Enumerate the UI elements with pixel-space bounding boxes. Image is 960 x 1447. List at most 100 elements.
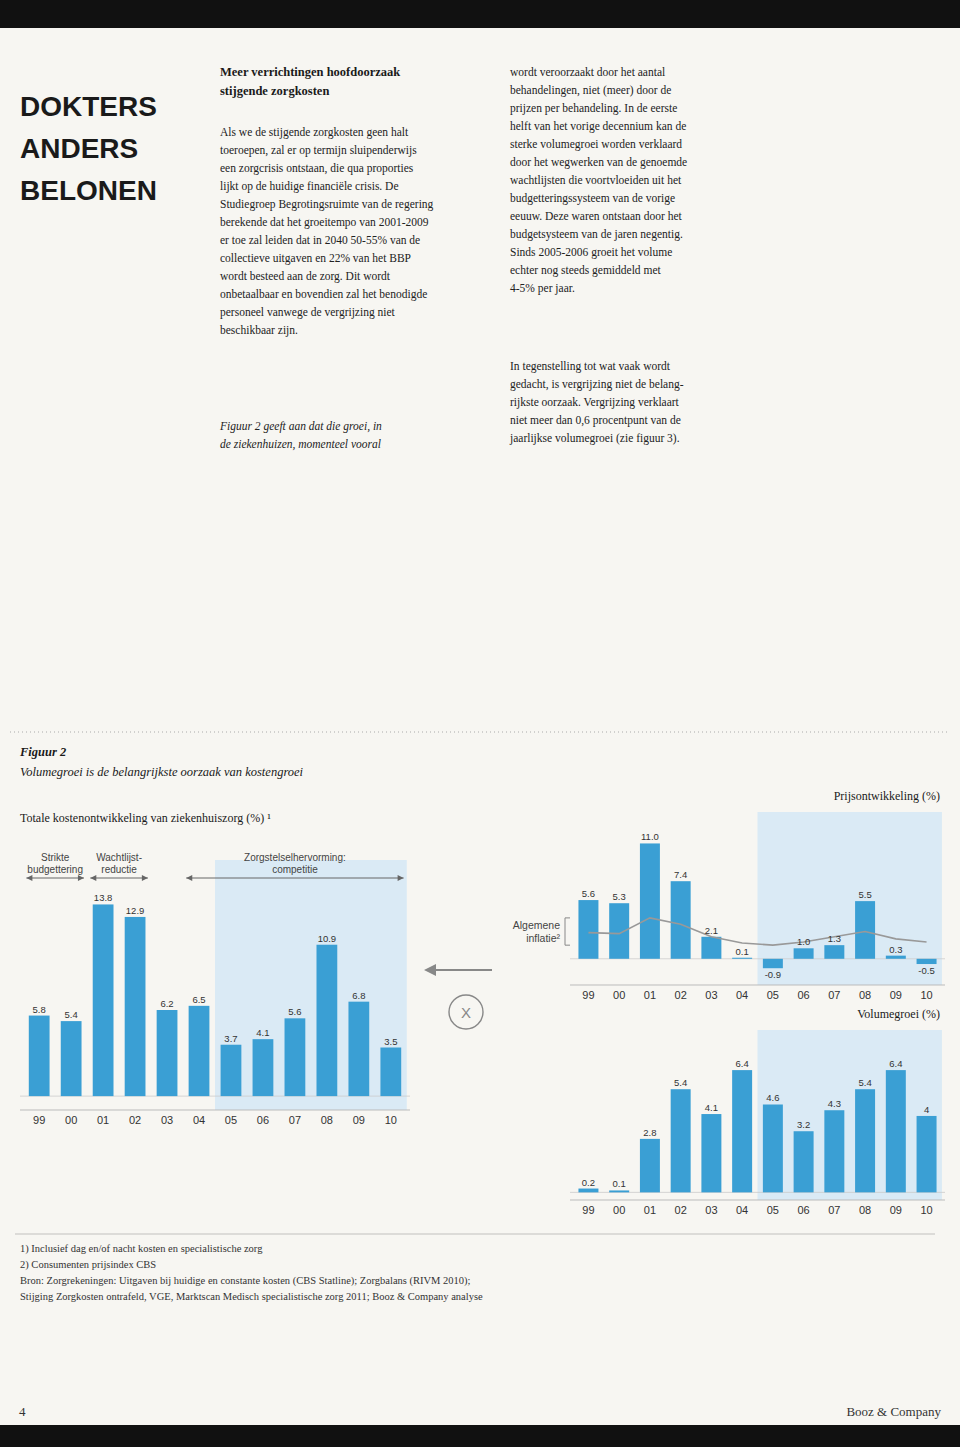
paragraph-line: budgetteringssysteem van de vorige <box>510 192 675 205</box>
paragraph-line: Sinds 2005-2006 groeit het volume <box>510 246 672 259</box>
paragraph-line: echter nog steeds gemiddeld met <box>510 264 662 277</box>
data-label: 13.8 <box>94 892 113 903</box>
bracket-line <box>565 917 570 918</box>
bracket-arrowhead <box>398 875 404 881</box>
data-label: 6.2 <box>160 998 173 1009</box>
series-label: Algemeneinflatie² <box>513 919 561 944</box>
paragraph-line: rijkste oorzaak. Vergrijzing verklaart <box>510 396 680 409</box>
data-label: 6.4 <box>889 1058 902 1069</box>
annotation: Striktebudgettering <box>27 852 83 875</box>
data-label: 6.8 <box>352 990 365 1001</box>
bar <box>253 1039 274 1096</box>
x-tick-label: 03 <box>705 1204 717 1216</box>
arrow-shaft <box>432 969 492 971</box>
bar <box>701 937 721 959</box>
paragraph-line: helft van het vorige decennium kan de <box>510 120 686 133</box>
bracket-line <box>565 945 570 946</box>
data-label: 5.4 <box>858 1077 871 1088</box>
data-label: 5.4 <box>65 1009 78 1020</box>
data-label: 5.4 <box>674 1077 687 1088</box>
bar <box>640 1139 660 1192</box>
x-tick-label: 05 <box>767 989 779 1001</box>
bar <box>763 1104 783 1192</box>
data-label: 2.1 <box>705 925 718 936</box>
paragraph-line: personeel vanwege de vergrijzing niet <box>220 306 396 319</box>
x-tick-label: 10 <box>920 989 932 1001</box>
highlight-band <box>758 1030 942 1200</box>
paragraph-line: wordt veroorzaakt door het aantal <box>510 66 665 78</box>
paragraph-line: door het wegwerken van de genoemde <box>510 156 687 169</box>
paragraph: wordt veroorzaakt door het aantalbehande… <box>510 66 687 295</box>
paragraph-line: In tegenstelling tot wat vaak wordt <box>510 360 671 373</box>
bar <box>93 904 114 1096</box>
page-title: ANDERS <box>20 133 138 164</box>
x-tick-label: 07 <box>828 989 840 1001</box>
data-label: 4.1 <box>256 1027 269 1038</box>
data-label: -0.5 <box>918 965 934 976</box>
bar <box>380 1048 401 1097</box>
bar <box>671 1089 691 1192</box>
paragraph-line: beschikbaar zijn. <box>220 324 298 337</box>
bar <box>671 881 691 959</box>
bracket-arrowhead <box>142 875 148 881</box>
data-labels: 5.65.311.07.42.10.1-0.91.01.35.50.3-0.5 <box>582 831 935 980</box>
paragraph-line: 4-5% per jaar. <box>510 282 575 295</box>
column-heading: Meer verrichtingen hoofdoorzaakstijgende… <box>220 65 400 98</box>
bar <box>732 1070 752 1192</box>
x-tick-label: 06 <box>797 1204 809 1216</box>
annotation: Zorgstelselhervorming:competitie <box>244 852 346 875</box>
x-axis <box>570 1200 945 1201</box>
bracket-arrowhead <box>186 875 192 881</box>
bar <box>125 917 146 1096</box>
footnote: 2) Consumenten prijsindex CBS <box>20 1259 156 1271</box>
data-label: 2.8 <box>643 1127 656 1138</box>
bar <box>189 1006 210 1096</box>
chart-title: Totale kostenontwikkeling van ziekenhuis… <box>20 811 271 825</box>
annotation-bracket <box>90 875 148 881</box>
paragraph: Als we de stijgende zorgkosten geen halt… <box>220 126 434 337</box>
page-background <box>0 0 960 1447</box>
data-label: 4.3 <box>828 1098 841 1109</box>
annotation-line: Zorgstelselhervorming: <box>244 852 346 863</box>
footer-company: Booz & Company <box>846 1404 941 1419</box>
column-heading-line: Meer verrichtingen hoofdoorzaak <box>220 65 400 79</box>
annotation-bracket <box>26 875 84 881</box>
x-tick-label: 01 <box>644 1204 656 1216</box>
x-tick-label: 08 <box>321 1114 333 1126</box>
bar <box>285 1018 306 1096</box>
series-label-line: inflatie² <box>526 932 560 944</box>
bar <box>640 843 660 958</box>
data-label: 3.2 <box>797 1119 810 1130</box>
symbol-circle <box>449 995 483 1029</box>
data-label: 6.4 <box>736 1058 749 1069</box>
bar <box>886 956 906 959</box>
data-label: 5.3 <box>613 891 626 902</box>
paragraph-line: Figuur 2 geeft aan dat die groei, in <box>219 420 382 433</box>
data-label: 0.1 <box>736 946 749 957</box>
x-tick-label: 00 <box>613 1204 625 1216</box>
paragraph: Figuur 2 geeft aan dat die groei, inde z… <box>219 420 382 451</box>
bar <box>701 1114 721 1192</box>
data-label: 1.0 <box>797 936 810 947</box>
x-tick-label: 06 <box>257 1114 269 1126</box>
x-tick-label: 03 <box>161 1114 173 1126</box>
x-tick-label: 01 <box>97 1114 109 1126</box>
data-label: 5.6 <box>582 888 595 899</box>
chart: Volumegroei (%)0.20.12.85.44.16.44.63.24… <box>570 1007 945 1216</box>
x-tick-label: 01 <box>644 989 656 1001</box>
data-label: 0.2 <box>582 1177 595 1188</box>
paragraph-line: een zorgcrisis ontstaan, die qua proport… <box>220 162 414 175</box>
data-label: 5.5 <box>858 889 871 900</box>
data-label: 10.9 <box>318 933 337 944</box>
page: DOKTERSANDERSBELONENMeer verrichtingen h… <box>0 0 960 1447</box>
bar <box>763 959 783 968</box>
footnote: 1) Inclusief dag en/of nacht kosten en s… <box>20 1243 263 1255</box>
symbol-text: X <box>461 1004 471 1021</box>
paragraph-line: gedacht, is vergrijzing niet de belang- <box>510 378 684 391</box>
bracket-line <box>90 878 148 879</box>
x-tick-label: 02 <box>129 1114 141 1126</box>
data-label: 5.6 <box>288 1006 301 1017</box>
paragraph-line: budgetsysteem van de jaren negentig. <box>510 228 683 241</box>
bar <box>824 945 844 959</box>
bar <box>578 900 598 959</box>
